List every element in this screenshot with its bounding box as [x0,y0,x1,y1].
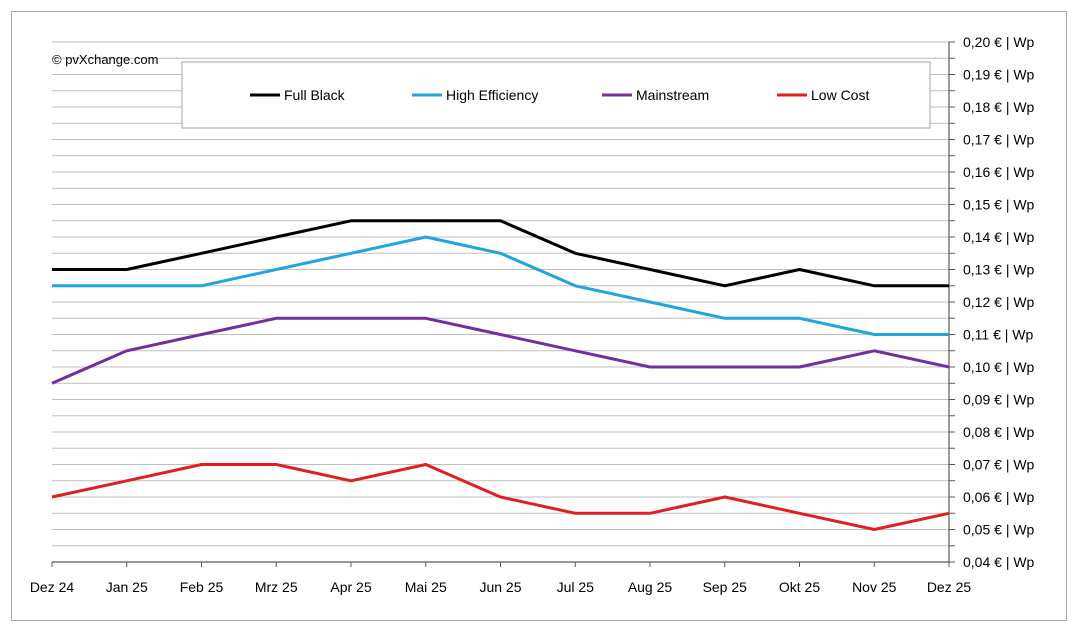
x-tick-label: Mrz 25 [255,579,298,595]
x-tick-label: Jun 25 [479,579,521,595]
x-tick-label: Dez 24 [30,579,75,595]
x-tick-label: Feb 25 [180,579,224,595]
legend-label: High Efficiency [446,87,538,103]
series-lines [51,219,950,531]
series-line-high-efficiency [52,235,949,336]
x-tick-label: Jul 25 [557,579,595,595]
legend-label: Low Cost [811,87,869,103]
y-tick-labels: 0,04 € | Wp 0,05 € | Wp 0,06 € | Wp 0,07 € … [963,34,1035,570]
legend-label: Mainstream [636,87,709,103]
copyright-label: © pvXchange.com [52,52,158,67]
y-tick-label: 0,07 € | Wp [963,457,1035,473]
series-line-low-cost [51,463,950,531]
y-tick-label: 0,19 € | Wp [963,67,1035,83]
x-tick-label: Mai 25 [405,579,447,595]
y-tick-label: 0,17 € | Wp [963,132,1035,148]
x-tick-label: Sep 25 [703,579,748,595]
series-line-mainstream [51,316,950,385]
axes [51,41,955,567]
x-tick-label: Okt 25 [779,579,820,595]
x-tick-label: Aug 25 [628,579,673,595]
y-tick-label: 0,15 € | Wp [963,197,1035,213]
y-tick-label: 0,09 € | Wp [963,392,1035,408]
y-tick-label: 0,20 € | Wp [963,34,1035,50]
y-tick-label: 0,08 € | Wp [963,424,1035,440]
y-tick-label: 0,13 € | Wp [963,262,1035,278]
x-tick-label: Apr 25 [330,579,371,595]
series-line-full-black [52,219,949,288]
x-tick-label: Nov 25 [852,579,897,595]
x-tick-label: Dez 25 [927,579,972,595]
y-tick-label: 0,11 € | Wp [963,327,1034,343]
y-tick-label: 0,14 € | Wp [963,229,1035,245]
x-tick-label: Jan 25 [106,579,148,595]
y-tick-label: 0,06 € | Wp [963,489,1035,505]
chart-frame: 0,04 € | Wp 0,05 € | Wp 0,06 € | Wp 0,07 € … [11,11,1067,621]
legend: Full Black High Efficiency Mainstream Low C… [181,61,931,129]
y-tick-label: 0,04 € | Wp [963,554,1035,570]
y-tick-label: 0,12 € | Wp [963,294,1035,310]
legend-label: Full Black [284,87,346,103]
y-tick-label: 0,16 € | Wp [963,164,1035,180]
y-tick-label: 0,10 € | Wp [963,359,1035,375]
y-tick-label: 0,05 € | Wp [963,522,1035,538]
line-chart: 0,04 € | Wp 0,05 € | Wp 0,06 € | Wp 0,07 € … [30,34,1035,595]
x-tick-labels: Dez 24 Jan 25 Feb 25 Mrz 25 Apr 25 Mai 25 Jun … [30,579,972,595]
y-tick-label: 0,18 € | Wp [963,99,1035,115]
